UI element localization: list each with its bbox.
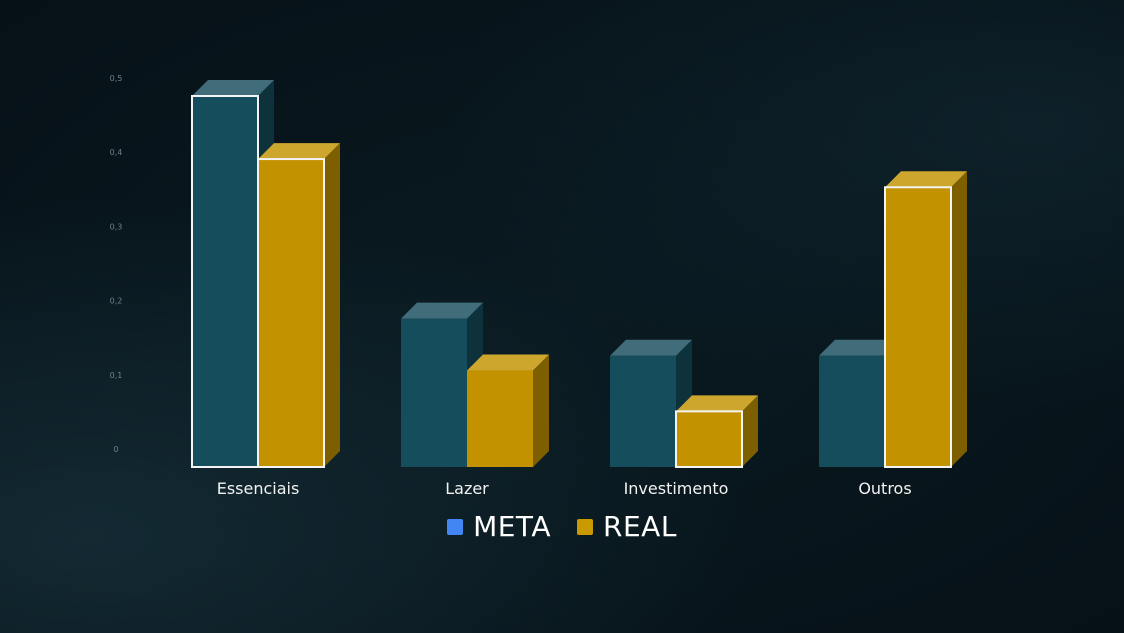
category-label: Essenciais (217, 479, 300, 498)
legend: META REAL (0, 510, 1124, 543)
category-label: Lazer (445, 479, 489, 498)
legend-label-meta: META (473, 510, 552, 543)
legend-label-real: REAL (603, 510, 677, 543)
y-tick-label: 0,1 (110, 371, 123, 380)
y-tick-label: 0 (113, 445, 118, 454)
category-label: Outros (858, 479, 911, 498)
y-axis-ticks: 0 0,1 0,2 0,3 0,4 0,5 (110, 74, 123, 454)
y-tick-label: 0,4 (110, 148, 123, 157)
legend-item-meta: META (447, 510, 551, 543)
legend-swatch-real (577, 518, 594, 535)
bars (191, 80, 967, 469)
bar-real-investimento (675, 395, 758, 469)
legend-item-real: REAL (577, 510, 677, 543)
y-tick-label: 0,5 (110, 74, 123, 83)
bar-real-essenciais (257, 143, 340, 468)
y-tick-label: 0,2 (110, 297, 123, 306)
bar-real-outros (884, 171, 967, 469)
bar-real-lazer (467, 354, 549, 467)
y-tick-label: 0,3 (110, 222, 123, 231)
category-label: Investimento (624, 479, 729, 498)
legend-swatch-meta (447, 518, 464, 535)
category-labels: Essenciais Lazer Investimento Outros (217, 479, 912, 498)
